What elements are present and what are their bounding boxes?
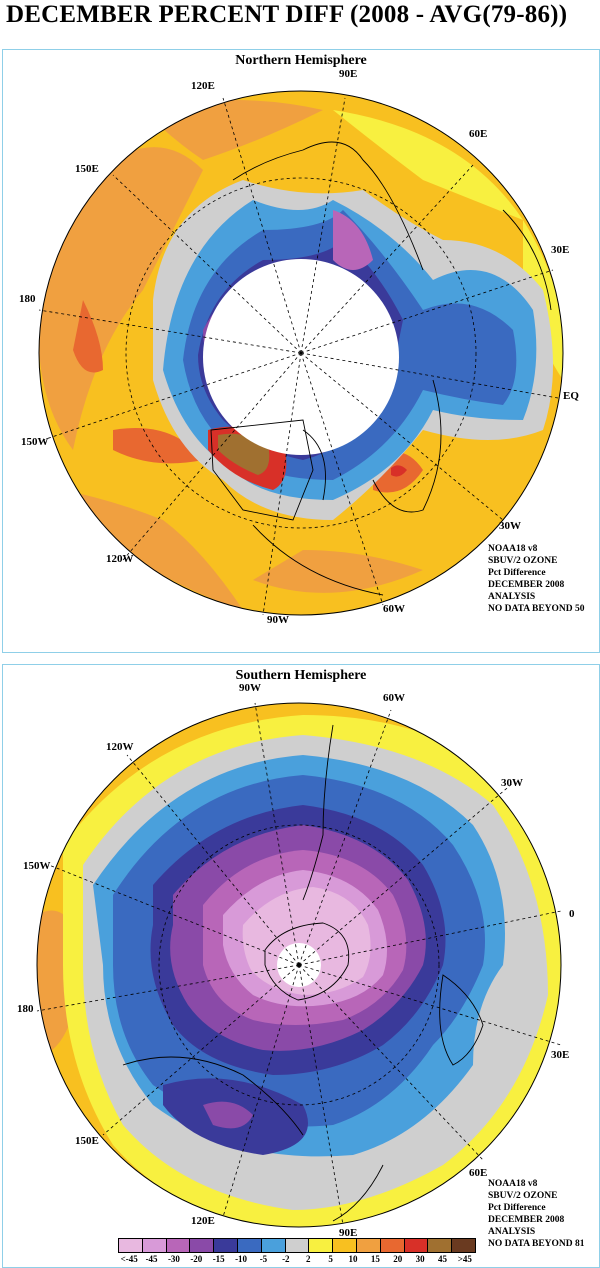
- legend-label-6: -5: [259, 1254, 268, 1264]
- north-hemisphere-panel: Northern Hemisphere 90E 60E 30E EQ 30W 6…: [2, 49, 600, 653]
- south-map: [36, 702, 562, 1228]
- legend-swatch-5: [237, 1239, 262, 1252]
- north-info-line-5: ANALYSIS: [488, 592, 536, 602]
- south-label-180: 180: [17, 1003, 34, 1015]
- legend-swatch-12: [404, 1239, 429, 1252]
- south-label-0: 0: [569, 908, 575, 920]
- north-label-eq: EQ: [563, 390, 579, 402]
- north-label-60e: 60E: [469, 128, 488, 140]
- south-label-90e: 90E: [339, 1227, 358, 1239]
- south-info-line-4: DECEMBER 2008: [488, 1215, 565, 1225]
- north-heading: Northern Hemisphere: [235, 53, 367, 68]
- north-label-30w: 30W: [499, 520, 521, 532]
- south-info-line-5: ANALYSIS: [488, 1227, 536, 1237]
- north-info-line-6: NO DATA BEYOND 50: [488, 604, 585, 614]
- south-label-90w: 90W: [239, 682, 261, 694]
- north-info-line-3: Pct Difference: [488, 568, 546, 578]
- north-label-150w: 150W: [21, 436, 49, 448]
- south-label-120w: 120W: [106, 741, 134, 753]
- legend-swatch-1: [142, 1239, 167, 1252]
- south-info-line-3: Pct Difference: [488, 1203, 546, 1213]
- legend-swatch-10: [356, 1239, 381, 1252]
- legend-label-3: -20: [190, 1254, 203, 1264]
- south-info-line-1: NOAA18 v8: [488, 1179, 538, 1189]
- legend-swatch-13: [428, 1239, 453, 1252]
- north-label-90w: 90W: [267, 614, 289, 626]
- legend-label-7: -2: [282, 1254, 290, 1264]
- south-heading: Southern Hemisphere: [235, 668, 367, 683]
- legend-label-4: -15: [212, 1254, 225, 1264]
- legend-swatch-6: [261, 1239, 286, 1252]
- legend-swatches: [118, 1238, 476, 1253]
- south-info-line-6: NO DATA BEYOND 81: [488, 1239, 585, 1249]
- legend-swatch-3: [190, 1239, 215, 1252]
- south-label-60e: 60E: [469, 1167, 488, 1179]
- legend-labels: <-45 -45 -30 -20 -15 -10 -5 -2 2 5 10 15 20 30 45 >45: [118, 1254, 476, 1264]
- legend-label-12: 20: [393, 1254, 403, 1264]
- north-info-block: NOAA18 v8 SBUV/2 OZONE Pct Difference DE…: [488, 543, 585, 615]
- south-info-block: NOAA18 v8 SBUV/2 OZONE Pct Difference DE…: [488, 1178, 585, 1250]
- north-label-150e: 150E: [75, 163, 99, 175]
- north-info-line-1: NOAA18 v8: [488, 544, 538, 554]
- north-info-line-2: SBUV/2 OZONE: [488, 556, 558, 566]
- south-label-150w: 150W: [23, 860, 51, 872]
- south-label-120e: 120E: [191, 1215, 215, 1227]
- legend-swatch-0: [119, 1239, 143, 1252]
- legend-swatch-8: [309, 1239, 334, 1252]
- south-label-30w: 30W: [501, 777, 523, 789]
- north-label-90e: 90E: [339, 68, 358, 80]
- legend-label-2: -30: [167, 1254, 180, 1264]
- north-label-180: 180: [19, 293, 36, 305]
- north-label-120e: 120E: [191, 80, 215, 92]
- legend-swatch-9: [333, 1239, 357, 1252]
- legend-label-11: 15: [370, 1254, 380, 1264]
- south-label-150e: 150E: [75, 1135, 99, 1147]
- legend-label-1: -45: [145, 1254, 158, 1264]
- north-info-line-4: DECEMBER 2008: [488, 580, 565, 590]
- legend-swatch-4: [214, 1239, 238, 1252]
- legend-label-15: >45: [457, 1254, 472, 1264]
- north-label-60w: 60W: [383, 603, 405, 615]
- legend-swatch-2: [166, 1239, 191, 1252]
- north-label-120w: 120W: [106, 553, 134, 565]
- legend-label-10: 10: [348, 1254, 358, 1264]
- legend-label-14: 45: [437, 1254, 447, 1264]
- legend-label-13: 30: [415, 1254, 425, 1264]
- south-label-60w: 60W: [383, 692, 405, 704]
- south-label-30e: 30E: [551, 1049, 570, 1061]
- legend-label-9: 5: [328, 1254, 333, 1264]
- legend-label-5: -10: [235, 1254, 248, 1264]
- north-map: [38, 90, 564, 616]
- legend-swatch-11: [380, 1239, 405, 1252]
- legend-label-8: 2: [305, 1254, 311, 1264]
- page-title: DECEMBER PERCENT DIFF (2008 - AVG(79-86)…: [6, 1, 568, 28]
- south-info-line-2: SBUV/2 OZONE: [488, 1191, 558, 1201]
- north-label-30e: 30E: [551, 244, 570, 256]
- color-legend: <-45 -45 -30 -20 -15 -10 -5 -2 2 5 10 15 20 30 45 >45: [118, 1238, 476, 1266]
- legend-swatch-14: [452, 1239, 475, 1252]
- legend-label-0: <-45: [120, 1254, 138, 1264]
- south-hemisphere-panel: Southern Hemisphere 90W 60W 120W 30W 150…: [2, 664, 600, 1268]
- legend-swatch-7: [285, 1239, 310, 1252]
